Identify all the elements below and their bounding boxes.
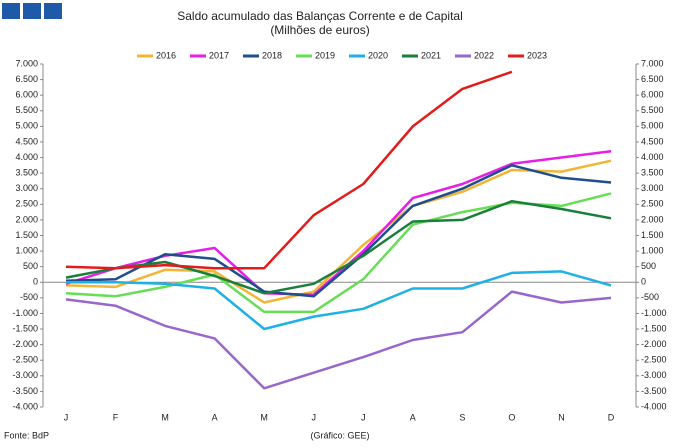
x-tick-label: J (361, 412, 366, 422)
y2-tick-label: 1.500 (641, 230, 664, 240)
x-tick-label: O (508, 412, 515, 422)
y-tick-label: -4.000 (12, 401, 38, 411)
y-tick-label: -1.500 (12, 323, 38, 333)
chart-title: Saldo acumulado das Balanças Corrente e … (177, 9, 463, 23)
y-tick-label: 1.500 (15, 230, 38, 240)
x-tick-label: F (113, 412, 119, 422)
legend-label: 2020 (368, 50, 388, 60)
x-tick-label: A (212, 412, 218, 422)
y2-tick-label: 2.500 (641, 199, 664, 209)
chart-subtitle: (Milhões de euros) (270, 23, 369, 37)
x-tick-label: M (161, 412, 169, 422)
y2-tick-label: 7.000 (641, 58, 664, 68)
y-tick-label: -3.000 (12, 370, 38, 380)
y2-tick-label: 0 (641, 277, 646, 287)
y2-tick-label: 4.000 (641, 152, 664, 162)
y-tick-label: 4.000 (15, 152, 38, 162)
y-tick-label: -500 (20, 292, 38, 302)
x-tick-label: M (260, 412, 268, 422)
y-tick-label: -2.000 (12, 339, 38, 349)
x-tick-label: N (558, 412, 565, 422)
y2-tick-label: 500 (641, 261, 656, 271)
y2-tick-label: 6.500 (641, 74, 664, 84)
y2-tick-label: 3.000 (641, 183, 664, 193)
y-tick-label: 5.500 (15, 105, 38, 115)
y-tick-label: -3.500 (12, 386, 38, 396)
legend-label: 2021 (421, 50, 441, 60)
series-line (65, 164, 612, 298)
y2-tick-label: -3.000 (641, 370, 667, 380)
y2-tick-label: -4.000 (641, 401, 667, 411)
y-tick-label: 6.000 (15, 90, 38, 100)
y-tick-label: 500 (23, 261, 38, 271)
logo-square (44, 3, 62, 19)
y2-tick-label: -2.000 (641, 339, 667, 349)
y-tick-label: 4.500 (15, 136, 38, 146)
y-tick-label: 6.500 (15, 74, 38, 84)
series-line (65, 70, 513, 270)
y2-tick-label: 1.000 (641, 245, 664, 255)
series-line (65, 290, 612, 390)
y-tick-label: 2.500 (15, 199, 38, 209)
y2-tick-label: 3.500 (641, 168, 664, 178)
logo-square (2, 3, 20, 19)
legend-label: 2023 (527, 50, 547, 60)
legend-label: 2022 (474, 50, 494, 60)
legend-label: 2017 (209, 50, 229, 60)
y2-tick-label: 4.500 (641, 136, 664, 146)
x-tick-label: D (608, 412, 615, 422)
y2-tick-label: -2.500 (641, 355, 667, 365)
y2-tick-label: 5.500 (641, 105, 664, 115)
y-tick-label: -1.000 (12, 308, 38, 318)
y2-tick-label: -500 (641, 292, 659, 302)
legend-label: 2016 (156, 50, 176, 60)
y2-tick-label: -1.500 (641, 323, 667, 333)
credit: (Gráfico: GEE) (310, 430, 369, 440)
y-tick-label: -2.500 (12, 355, 38, 365)
logo (2, 3, 62, 19)
y-tick-label: 1.000 (15, 245, 38, 255)
y2-tick-label: 6.000 (641, 90, 664, 100)
source: Fonte: BdP (4, 430, 49, 440)
series-line (65, 159, 612, 304)
y-tick-label: 0 (33, 277, 38, 287)
y2-tick-label: -3.500 (641, 386, 667, 396)
y-tick-label: 7.000 (15, 58, 38, 68)
series-line (65, 199, 612, 295)
x-tick-label: J (311, 412, 316, 422)
logo-square (23, 3, 41, 19)
y2-tick-label: 2.000 (641, 214, 664, 224)
x-tick-label: J (64, 412, 69, 422)
legend-label: 2018 (262, 50, 282, 60)
y-tick-label: 3.000 (15, 183, 38, 193)
y2-tick-label: -1.000 (641, 308, 667, 318)
y-tick-label: 3.500 (15, 168, 38, 178)
x-tick-label: A (410, 412, 416, 422)
legend-label: 2019 (315, 50, 335, 60)
series-line (65, 192, 612, 314)
series-line (66, 270, 612, 331)
y2-tick-label: 5.000 (641, 121, 664, 131)
y-tick-label: 5.000 (15, 121, 38, 131)
y-tick-label: 2.000 (15, 214, 38, 224)
x-tick-label: S (459, 412, 465, 422)
